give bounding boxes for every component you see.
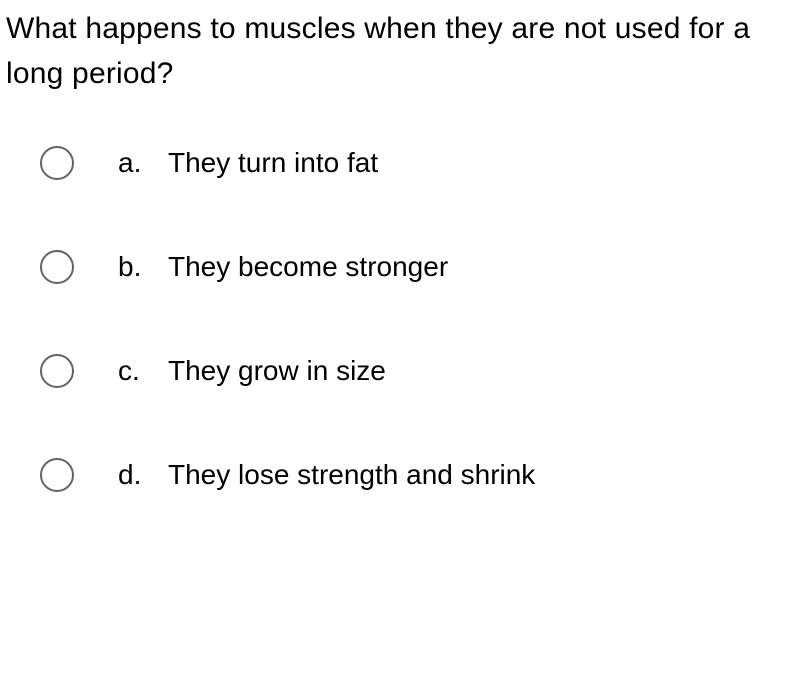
option-d[interactable]: d. They lose strength and shrink [40,458,795,492]
option-text: They lose strength and shrink [168,459,535,491]
option-letter: c. [118,355,150,387]
option-letter: a. [118,147,150,179]
option-text: They turn into fat [168,147,378,179]
radio-icon[interactable] [40,354,74,388]
radio-icon[interactable] [40,250,74,284]
options-list: a. They turn into fat b. They become str… [0,96,795,492]
option-letter: b. [118,251,150,283]
option-a[interactable]: a. They turn into fat [40,146,795,180]
option-text: They grow in size [168,355,386,387]
option-b[interactable]: b. They become stronger [40,250,795,284]
radio-icon[interactable] [40,458,74,492]
option-text: They become stronger [168,251,448,283]
radio-icon[interactable] [40,146,74,180]
option-c[interactable]: c. They grow in size [40,354,795,388]
option-letter: d. [118,459,150,491]
question-text: What happens to muscles when they are no… [0,0,795,96]
